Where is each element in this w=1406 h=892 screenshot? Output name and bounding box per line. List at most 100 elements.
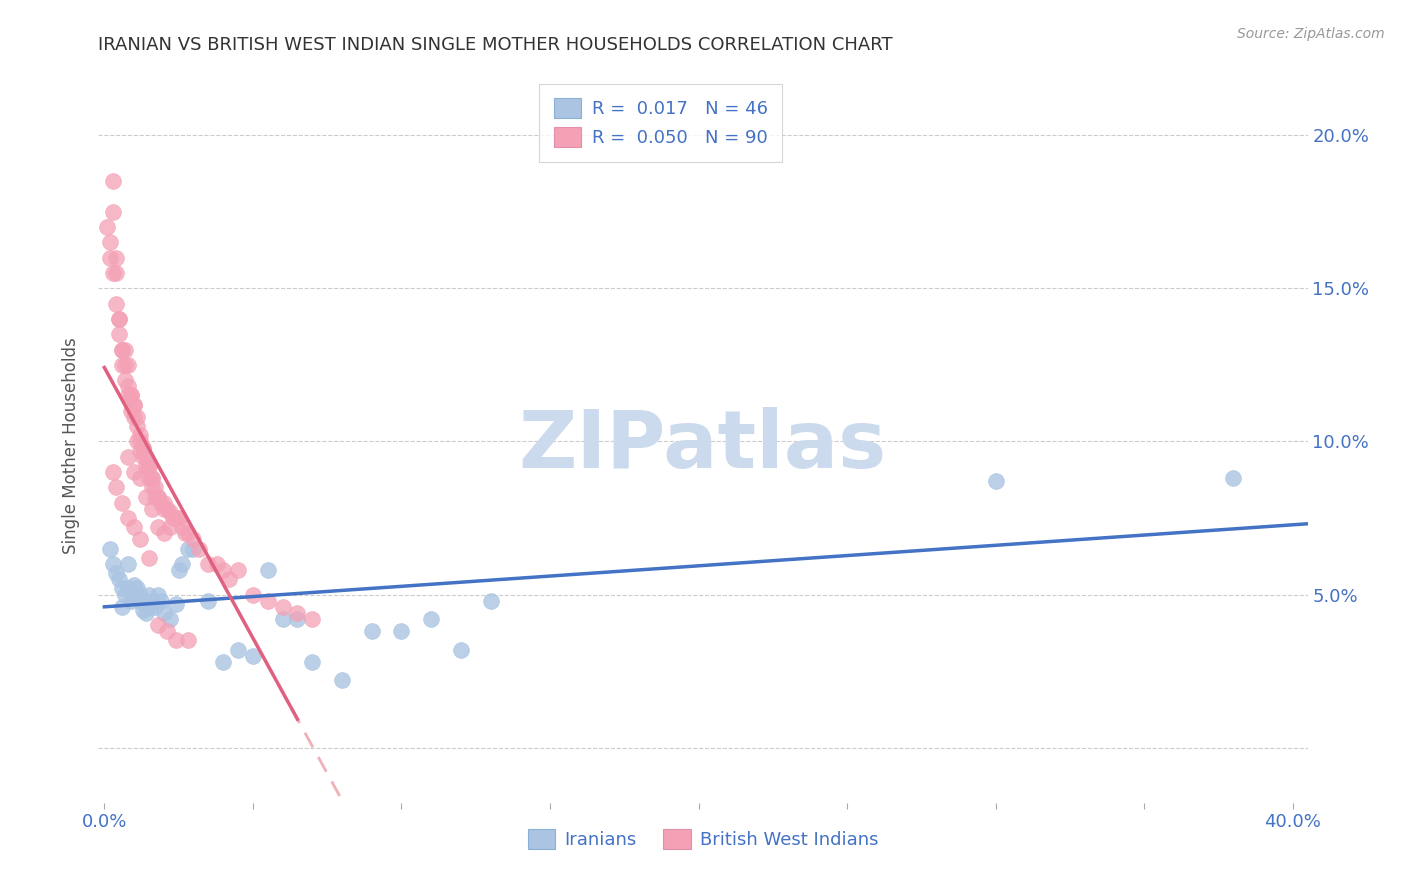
Point <box>170 520 193 534</box>
Point <box>111 582 134 596</box>
Text: IRANIAN VS BRITISH WEST INDIAN SINGLE MOTHER HOUSEHOLDS CORRELATION CHART: IRANIAN VS BRITISH WEST INDIAN SINGLE MO… <box>98 36 893 54</box>
Point <box>122 578 145 592</box>
Point <box>152 501 174 516</box>
Point <box>125 434 148 449</box>
Point <box>146 490 169 504</box>
Point <box>122 398 145 412</box>
Point <box>108 312 131 326</box>
Point <box>984 474 1007 488</box>
Point <box>105 566 128 580</box>
Point <box>129 471 152 485</box>
Point <box>108 312 131 326</box>
Point <box>287 612 309 626</box>
Point <box>156 501 179 516</box>
Point <box>129 428 152 442</box>
Point <box>117 557 139 571</box>
Point <box>156 624 179 639</box>
Point <box>159 505 181 519</box>
Point <box>129 533 152 547</box>
Point <box>167 563 190 577</box>
Point <box>117 450 139 464</box>
Point <box>143 599 166 614</box>
Point <box>98 251 121 265</box>
Point <box>114 358 136 372</box>
Point <box>132 441 155 455</box>
Point <box>98 235 121 250</box>
Point <box>183 541 205 556</box>
Point <box>125 582 148 596</box>
Point <box>141 471 163 485</box>
Text: Source: ZipAtlas.com: Source: ZipAtlas.com <box>1237 27 1385 41</box>
Point <box>173 526 195 541</box>
Point <box>141 593 163 607</box>
Point <box>111 343 134 357</box>
Point <box>218 572 240 586</box>
Point <box>242 588 264 602</box>
Point <box>122 588 145 602</box>
Point <box>152 606 174 620</box>
Point <box>152 526 174 541</box>
Point <box>138 471 160 485</box>
Point <box>301 612 323 626</box>
Point <box>135 490 157 504</box>
Point <box>103 557 125 571</box>
Point <box>108 327 131 342</box>
Point <box>170 557 193 571</box>
Point <box>165 511 187 525</box>
Point <box>111 343 134 357</box>
Point <box>117 379 139 393</box>
Point <box>146 490 169 504</box>
Point <box>242 648 264 663</box>
Point <box>103 204 125 219</box>
Point <box>111 496 134 510</box>
Point <box>197 557 219 571</box>
Point <box>287 606 309 620</box>
Point <box>117 358 139 372</box>
Point <box>129 588 152 602</box>
Point <box>152 496 174 510</box>
Point <box>122 520 145 534</box>
Point <box>138 588 160 602</box>
Point <box>135 458 157 473</box>
Point <box>159 612 181 626</box>
Point <box>114 343 136 357</box>
Point <box>226 563 249 577</box>
Point <box>391 624 413 639</box>
Point <box>271 612 294 626</box>
Point <box>105 296 128 310</box>
Point <box>256 593 278 607</box>
Point <box>120 593 142 607</box>
Point <box>129 443 152 458</box>
Point <box>141 480 163 494</box>
Point <box>135 606 157 620</box>
Y-axis label: Single Mother Households: Single Mother Households <box>62 338 80 554</box>
Legend: Iranians, British West Indians: Iranians, British West Indians <box>519 820 887 858</box>
Point <box>122 409 145 424</box>
Point <box>114 588 136 602</box>
Point <box>138 458 160 473</box>
Point <box>96 220 118 235</box>
Point <box>146 520 169 534</box>
Point <box>159 520 181 534</box>
Point <box>183 533 205 547</box>
Point <box>138 458 160 473</box>
Point <box>111 599 134 614</box>
Point <box>197 593 219 607</box>
Point <box>165 597 187 611</box>
Point <box>212 655 235 669</box>
Point <box>105 266 128 280</box>
Point <box>141 501 163 516</box>
Point <box>98 541 121 556</box>
Point <box>108 572 131 586</box>
Point <box>129 593 152 607</box>
Point <box>132 603 155 617</box>
Point <box>129 434 152 449</box>
Point <box>1222 471 1244 485</box>
Point <box>125 419 148 434</box>
Point <box>143 490 166 504</box>
Point <box>146 588 169 602</box>
Point <box>162 511 184 525</box>
Point <box>125 409 148 424</box>
Point <box>212 563 235 577</box>
Point <box>176 526 198 541</box>
